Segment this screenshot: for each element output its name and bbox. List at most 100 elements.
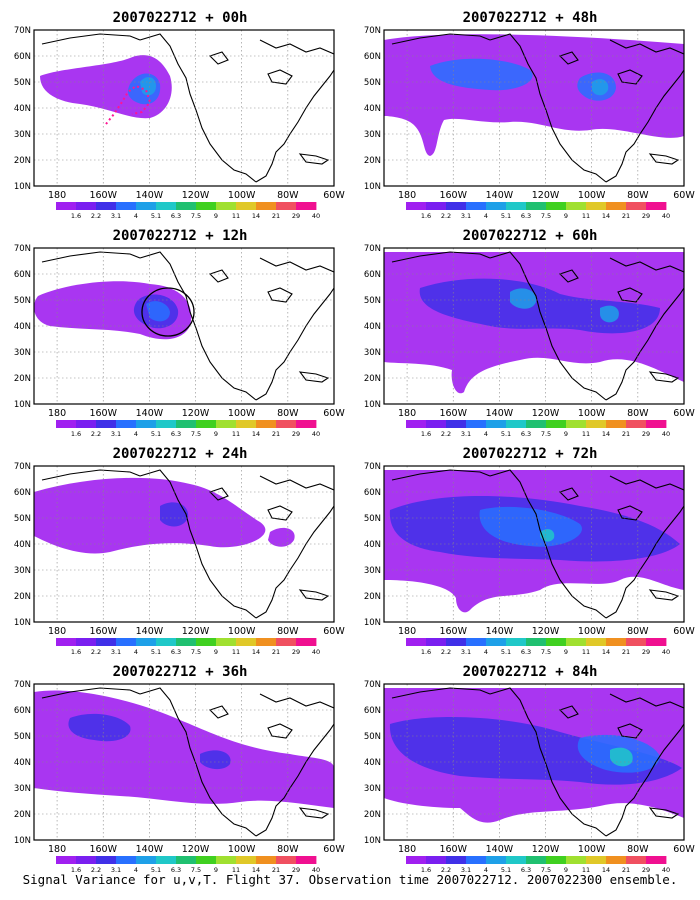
latitude-label: 30N <box>364 130 381 140</box>
colorbar-label: 9 <box>214 866 218 874</box>
coastline <box>298 153 330 165</box>
colorbar-swatch <box>216 420 237 428</box>
map-panel: 2007022712 + 60h 70N 60N 50N 40N 30N 20N 10N 180… <box>360 222 700 440</box>
coastline <box>41 251 141 263</box>
latitude-label: 50N <box>14 732 31 742</box>
colorbar-swatch <box>646 202 667 210</box>
coastline <box>267 287 293 303</box>
map-panel: 2007022712 + 00h 70N 60N 50N 40N 30N 20N 10N 180… <box>10 4 350 222</box>
colorbar-swatch <box>276 420 297 428</box>
colorbar-label: 9 <box>214 212 218 220</box>
colorbar-swatch <box>446 420 467 428</box>
coastline <box>558 51 579 65</box>
colorbar-swatch <box>176 202 197 210</box>
coastline <box>605 723 684 837</box>
colorbar-swatch <box>76 420 97 428</box>
colorbar-swatch <box>546 420 567 428</box>
colorbar-label: 4 <box>134 866 138 874</box>
coastline <box>617 287 643 303</box>
latitude-label: 30N <box>364 566 381 576</box>
colorbar-label: 3.1 <box>111 212 121 220</box>
latitude-label: 70N <box>14 244 31 254</box>
coastline <box>617 505 643 521</box>
longitude-label: 120W <box>182 408 210 419</box>
coastline <box>558 487 579 501</box>
latitude-label: 50N <box>364 296 381 306</box>
longitude-label: 180 <box>398 844 416 855</box>
coastline <box>605 69 684 183</box>
latitude-label: 70N <box>364 462 381 472</box>
colorbar-swatch <box>626 420 647 428</box>
colorbar-swatch <box>196 856 217 864</box>
coastline <box>391 33 491 45</box>
colorbar-swatch <box>406 856 427 864</box>
latitude-label: 20N <box>14 810 31 820</box>
colorbar-swatch <box>506 420 527 428</box>
map-svg: 70N 60N 50N 40N 30N 20N 10N 180 160W 140W 120W 100W… <box>364 462 696 656</box>
colorbar-label: 5.1 <box>501 648 511 656</box>
colorbar-swatch <box>626 638 647 646</box>
colorbar-label: 21 <box>622 212 630 220</box>
colorbar-swatch <box>296 202 317 210</box>
latitude-label: 10N <box>364 182 381 192</box>
coastline <box>617 723 643 739</box>
colorbar-swatch <box>116 420 137 428</box>
colorbar-label: 4 <box>484 212 488 220</box>
colorbar-swatch <box>426 638 447 646</box>
colorbar-swatch <box>466 420 487 428</box>
variance-contour <box>479 506 582 547</box>
colorbar-swatch <box>586 420 607 428</box>
variance-contour <box>419 278 660 334</box>
latitude-label: 30N <box>14 784 31 794</box>
colorbar-swatch <box>486 638 507 646</box>
variance-contour <box>34 477 266 554</box>
colorbar-label: 1.6 <box>421 430 431 438</box>
variance-contour <box>68 713 131 742</box>
latitude-label: 40N <box>14 540 31 550</box>
longitude-label: 80W <box>627 408 649 419</box>
colorbar-label: 5.1 <box>501 866 511 874</box>
colorbar-swatch <box>506 202 527 210</box>
longitude-label: 160W <box>89 626 117 637</box>
colorbar-swatch <box>216 856 237 864</box>
coastline <box>648 807 680 819</box>
longitude-label: 100W <box>578 626 606 637</box>
latitude-label: 60N <box>14 706 31 716</box>
map-frame <box>383 29 685 187</box>
coastline <box>255 505 334 619</box>
colorbar-swatch <box>236 202 257 210</box>
coastline <box>208 269 229 283</box>
colorbar-label: 4 <box>134 648 138 656</box>
colorbar-label: 9 <box>564 212 568 220</box>
colorbar-label: 7.5 <box>191 866 201 874</box>
longitude-label: 100W <box>228 626 256 637</box>
longitude-label: 60W <box>323 844 345 855</box>
colorbar-label: 14 <box>602 212 610 220</box>
colorbar-label: 5.1 <box>151 212 161 220</box>
colorbar-swatch <box>196 202 217 210</box>
longitude-label: 60W <box>673 844 695 855</box>
colorbar-swatch <box>136 202 157 210</box>
colorbar-swatch <box>606 420 627 428</box>
coastline <box>391 687 491 699</box>
variance-contour <box>592 79 609 96</box>
colorbar-label: 21 <box>272 866 280 874</box>
colorbar-swatch <box>56 420 77 428</box>
longitude-label: 140W <box>486 190 514 201</box>
colorbar-swatch <box>646 420 667 428</box>
colorbar-label: 7.5 <box>541 866 551 874</box>
panel-title: 2007022712 + 84h <box>462 664 598 680</box>
observation-region-circle <box>141 287 195 337</box>
longitude-label: 100W <box>578 190 606 201</box>
colorbar-swatch <box>486 202 507 210</box>
colorbar-swatch <box>236 420 257 428</box>
colorbar-label: 40 <box>312 430 320 438</box>
colorbar-label: 5.1 <box>501 212 511 220</box>
colorbar-label: 5.1 <box>151 430 161 438</box>
longitude-label: 140W <box>136 190 164 201</box>
colorbar-label: 7.5 <box>191 430 201 438</box>
map-frame <box>383 247 685 405</box>
panel-title: 2007022712 + 60h <box>462 228 598 244</box>
colorbar-label: 3.1 <box>461 648 471 656</box>
latitude-label: 50N <box>14 296 31 306</box>
